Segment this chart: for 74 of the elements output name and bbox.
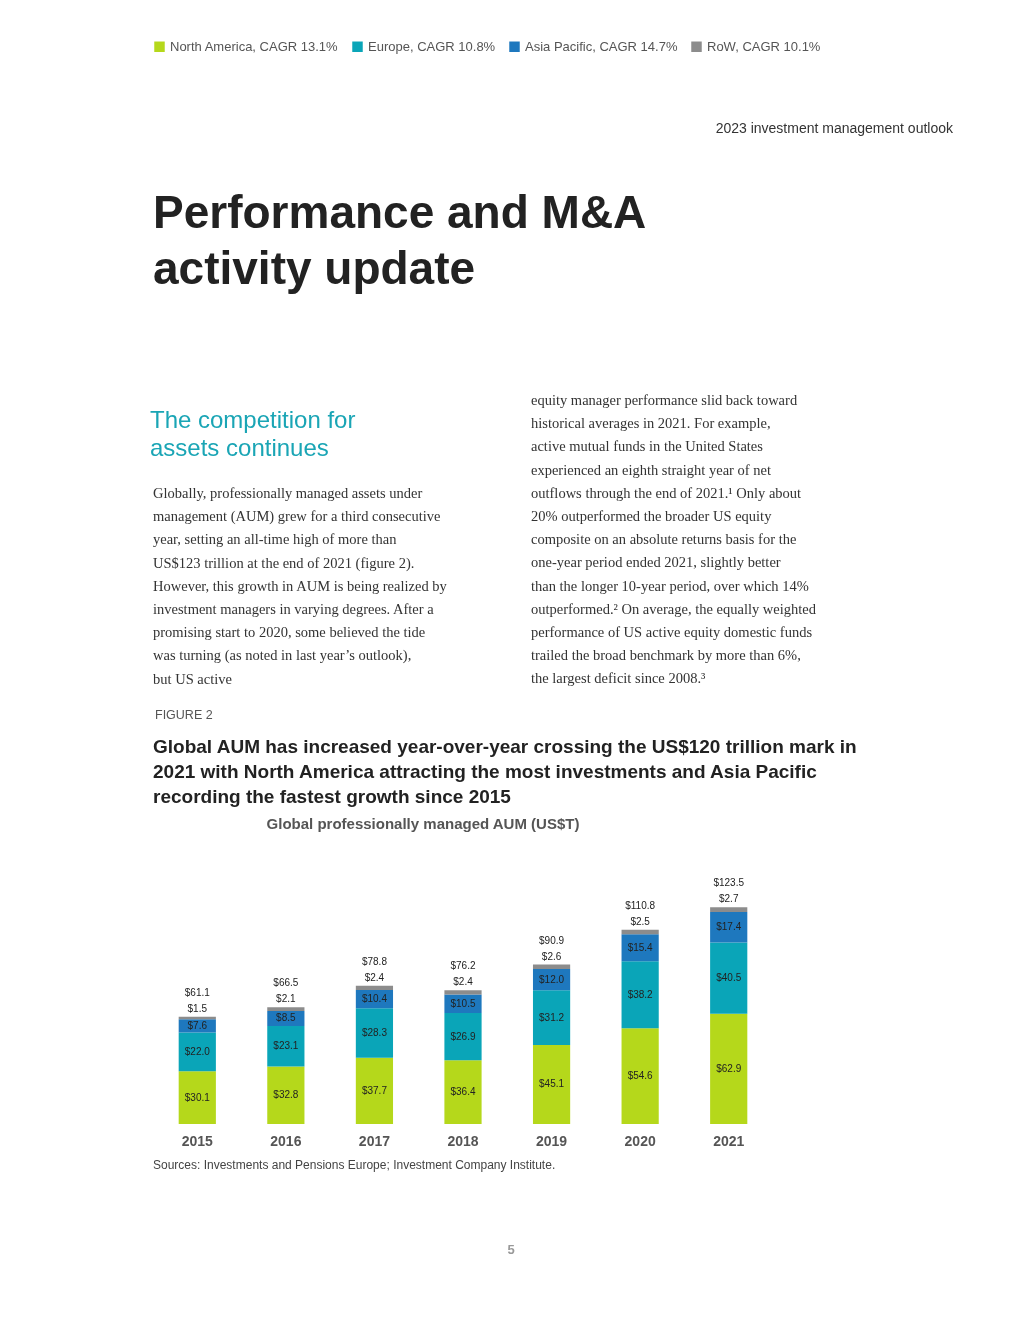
bar [444,1012,482,1061]
legend-label: North America, CAGR 13.1% [170,38,339,54]
bar [178,1071,216,1124]
total-label: $78.8 [361,955,388,967]
caption: FIGURE 2 [155,708,213,722]
bar [710,907,748,913]
data-label: $2.1 [276,993,297,1005]
bar [710,942,748,1014]
x-tick-label: 2019 [535,1132,568,1149]
data-label: $2.4 [453,976,474,988]
data-label: $2.6 [541,950,562,962]
data-label: $7.6 [187,1019,208,1031]
chart-title: Global AUM has increased year-over-year crossing the US$120 trillion mark in 2021 with North America attracting the most investments and Asia Pacific recording the fastest growth since 2015 [153,736,857,807]
data-label: $36.4 [450,1086,476,1098]
data-label: $28.3 [361,1027,388,1039]
data-label: $32.8 [273,1089,299,1101]
data-label: $23.1 [273,1040,299,1052]
data-label: $2.7 [718,893,739,905]
data-label: $54.6 [627,1070,654,1082]
text: The competition for assets continues [150,406,356,461]
data-label: $10.5 [450,997,476,1009]
total-label: $123.5 [713,877,745,889]
legend-label: Europe, CAGR 10.8% [368,38,496,54]
source-note: Sources: Investments and Pensions Europe; Investment Company Institute. [153,1158,556,1172]
x-tick-label: 2015 [181,1132,214,1149]
data-label: $17.4 [716,921,742,933]
bar [621,929,659,935]
data-label: $62.9 [716,1062,742,1074]
data-label: $40.5 [716,972,742,984]
bar [710,1013,748,1124]
legend-label: RoW, CAGR 10.1% [707,38,821,54]
bar [355,1057,394,1124]
data-label: $10.4 [361,993,388,1005]
bar [444,990,482,995]
x-tick-label: 2016 [270,1132,302,1149]
x-tick-label: 2020 [624,1132,656,1149]
text: equity manager performance slid back toward historical averages in 2021. For example, active mutual funds in the United States experienced an eighth straight year of net outflows through the end of 2021.¹ Only about 20% outperformed the broader US equity composite on an absolute returns basis for the one-year period ended 2021, slightly better than the longer 10-year period, over which 14% outperformed.² On average, the equally weighted performance of US active equity domestic funds trailed the broad benchmark by more than 6%, the largest deficit since 2008.³ [531,392,816,687]
bar [444,1060,482,1124]
bar [621,1028,659,1124]
data-label: $12.0 [539,973,565,985]
bar [532,1044,571,1124]
text: Globally, professionally managed assets under management (AUM) grew for a third consecutive year, setting an all-time high of more than US$123 trillion at the end of 2021 (figure 2). However, this growth in AUM is being realized by investment managers in varying degrees. After a promising start to 2020, some believed the tide was turning (as noted in last year’s outlook), but US active [153,485,447,687]
bar [267,1007,305,1012]
total-label: $66.5 [273,977,299,989]
bar [710,912,748,943]
data-label: $8.5 [276,1012,297,1024]
text: Performance and M&A activity update [153,186,647,294]
bar [355,985,394,990]
data-label: $37.7 [361,1084,388,1096]
bar [267,1066,305,1124]
text: 5 [507,1242,515,1257]
legend-label: Asia Pacific, CAGR 14.7% [525,38,678,54]
data-label: $2.4 [364,971,385,983]
data-label: $1.5 [187,1002,208,1014]
bar [355,1008,394,1058]
data-label: $31.2 [539,1011,565,1023]
data-label: $15.4 [627,941,654,953]
data-label: $22.0 [184,1045,211,1057]
chart-subtitle: Global professionally managed AUM (US$T) [266,815,580,832]
total-label: $61.1 [184,986,211,998]
total-label: $110.8 [625,899,656,911]
bar [621,961,659,1029]
data-label: $26.9 [450,1030,476,1042]
total-label: $76.2 [450,960,476,972]
data-label: $45.1 [539,1078,565,1090]
bar [532,990,571,1045]
x-tick-label: 2021 [713,1132,745,1149]
x-tick-label: 2018 [447,1132,479,1149]
text: 2023 investment management outlook [715,120,954,136]
x-tick-label: 2017 [358,1132,391,1149]
data-label: $38.2 [627,988,654,1000]
total-label: $90.9 [539,934,565,946]
data-label: $30.1 [184,1091,211,1103]
data-label: $2.5 [630,915,651,927]
